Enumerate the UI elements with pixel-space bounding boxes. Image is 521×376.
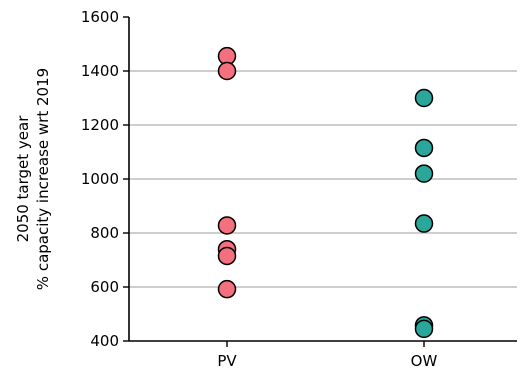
data-point-ow [414, 138, 434, 158]
data-point-pv [217, 279, 237, 299]
y-axis-title-line1: 2050 target year [14, 115, 32, 243]
data-point-ow [414, 319, 434, 339]
y-tick-label: 1400 [81, 62, 119, 80]
y-axis-ticks: 400 600 800 1000 1200 1400 1600 [81, 8, 129, 350]
y-tick-label: 400 [90, 332, 119, 350]
data-point-ow [414, 214, 434, 233]
y-tick-label: 1200 [81, 116, 119, 134]
y-axis-title-line2: % capacity increase wrt 2019 [34, 68, 52, 290]
x-axis-ticks: PV OW [217, 341, 437, 370]
y-tick-label: 1600 [81, 8, 119, 26]
data-point-pv [217, 216, 237, 235]
axes [128, 17, 517, 342]
x-tick-label-pv: PV [217, 352, 237, 370]
y-tick-label: 1000 [81, 170, 119, 188]
x-tick-label-ow: OW [411, 352, 438, 370]
data-points [217, 46, 434, 339]
data-point-pv [217, 246, 237, 266]
data-point-pv [217, 61, 237, 81]
grid-lines [129, 70, 517, 288]
data-point-ow [414, 88, 434, 108]
y-tick-label: 800 [90, 224, 119, 242]
data-point-ow [414, 164, 434, 183]
y-tick-label: 600 [90, 278, 119, 296]
